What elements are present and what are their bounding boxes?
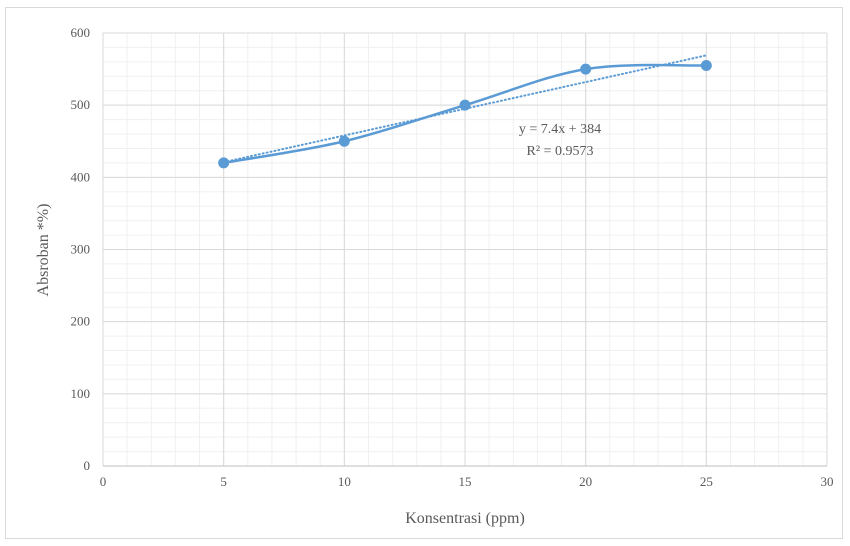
x-tick-label: 15 bbox=[459, 474, 472, 489]
data-point bbox=[580, 63, 592, 75]
x-tick-label: 0 bbox=[100, 474, 107, 489]
y-tick-label: 100 bbox=[71, 386, 91, 401]
y-tick-label: 600 bbox=[71, 25, 91, 40]
x-tick-label: 5 bbox=[220, 474, 227, 489]
x-tick-label: 20 bbox=[579, 474, 592, 489]
y-tick-label: 400 bbox=[71, 169, 91, 184]
x-axis-title: Konsentrasi (ppm) bbox=[405, 510, 525, 527]
trendline-r-squared: R² = 0.9573 bbox=[527, 144, 594, 159]
x-tick-label: 25 bbox=[700, 474, 713, 489]
chart-frame bbox=[5, 7, 843, 539]
data-point bbox=[338, 135, 350, 147]
data-point bbox=[459, 99, 471, 111]
y-axis-title: Absroban *%) bbox=[35, 204, 52, 297]
y-tick-label: 500 bbox=[71, 97, 91, 112]
y-tick-label: 300 bbox=[71, 242, 91, 257]
data-point bbox=[218, 157, 230, 169]
y-tick-labels: 0 100 200 300 400 500 600 bbox=[71, 25, 91, 473]
x-tick-label: 10 bbox=[338, 474, 351, 489]
x-tick-labels: 0 5 10 15 20 25 30 bbox=[100, 474, 834, 489]
data-points bbox=[218, 59, 712, 169]
x-tick-label: 30 bbox=[821, 474, 834, 489]
y-tick-label: 200 bbox=[71, 314, 91, 329]
trendline-equation: y = 7.4x + 384 bbox=[519, 122, 601, 137]
y-tick-label: 0 bbox=[84, 458, 91, 473]
data-point bbox=[700, 59, 712, 71]
major-gridlines bbox=[102, 32, 828, 467]
